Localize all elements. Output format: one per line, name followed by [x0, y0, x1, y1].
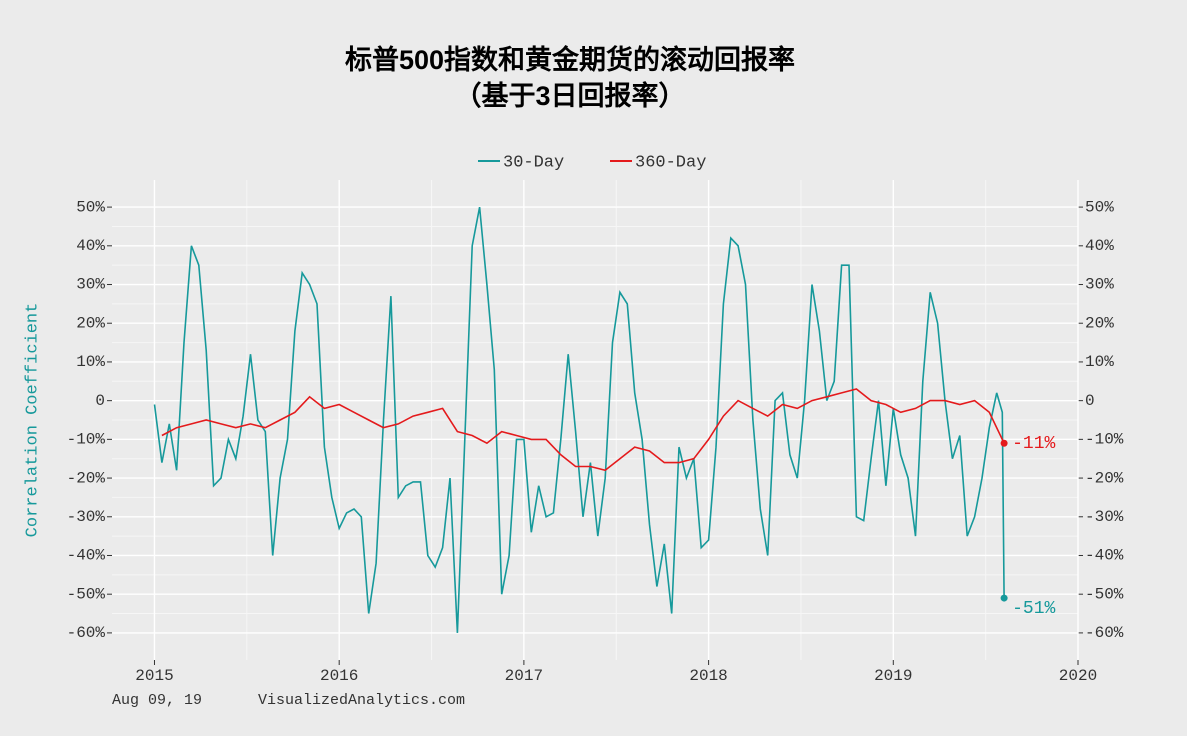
y2-tick-label: -30% [1085, 508, 1124, 526]
y-tick-label: 30% [76, 276, 105, 294]
chart-subtitle: （基于3日回报率） [454, 80, 685, 111]
y-tick-label: 10% [76, 353, 105, 371]
x-tick-label: 2019 [874, 667, 912, 685]
legend-label: 30-Day [503, 153, 564, 172]
x-tick-label: 2020 [1059, 667, 1097, 685]
y2-tick-label: -20% [1085, 469, 1124, 487]
y2-tick-label: 50% [1085, 198, 1114, 216]
y2-tick-label: -50% [1085, 585, 1124, 603]
y-tick-label: -40% [67, 547, 106, 565]
series-line [153, 206, 1005, 633]
chart-title: 标普500指数和黄金期货的滚动回报率 [345, 44, 795, 75]
end-label: -11% [1012, 434, 1055, 454]
end-point [1000, 439, 1008, 447]
series-line [161, 388, 1005, 472]
y-tick-label: 0 [95, 392, 105, 410]
y2-tick-label: -40% [1085, 547, 1124, 565]
y-tick-label: -50% [67, 585, 106, 603]
x-tick-label: 2018 [689, 667, 727, 685]
end-label: -51% [1012, 599, 1055, 619]
y2-tick-label: 20% [1085, 314, 1114, 332]
y-tick-label: -30% [67, 508, 106, 526]
y-tick-label: -10% [67, 431, 106, 449]
x-tick-label: 2016 [320, 667, 358, 685]
x-tick-label: 2015 [135, 667, 173, 685]
y2-tick-label: -10% [1085, 431, 1124, 449]
y-tick-label: 40% [76, 237, 105, 255]
legend-label: 360-Day [635, 153, 706, 172]
y2-tick-label: 30% [1085, 276, 1114, 294]
y-axis-label: Correlation Coefficient [23, 303, 42, 538]
end-point [1000, 594, 1008, 602]
y2-tick-label: -60% [1085, 624, 1124, 642]
y-tick-label: 20% [76, 314, 105, 332]
x-tick-label: 2017 [505, 667, 543, 685]
y-tick-label: -60% [67, 624, 106, 642]
y2-tick-label: 10% [1085, 353, 1114, 371]
y2-tick-label: 0 [1085, 392, 1095, 410]
y-tick-label: 50% [76, 198, 105, 216]
footer-source: VisualizedAnalytics.com [258, 692, 465, 709]
y2-tick-label: 40% [1085, 237, 1114, 255]
footer-date: Aug 09, 19 [112, 692, 202, 709]
y-tick-label: -20% [67, 469, 106, 487]
